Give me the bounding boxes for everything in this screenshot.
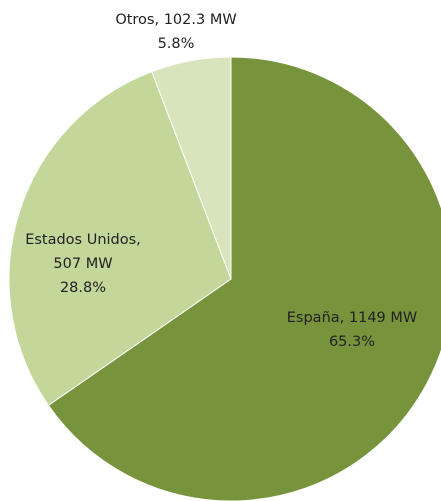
category-label: Estados Unidos, 507 MW [25,232,141,272]
value-label: 65.3% [328,334,376,350]
slice-label: Otros, 102.3 MW 5.8% [76,8,276,56]
category-label: Otros, 102.3 MW [115,12,237,28]
value-label: 28.8% [59,280,107,296]
pie-slice [8,70,232,407]
value-label: 5.8% [157,36,195,52]
slice-label: Estados Unidos, 507 MW 28.8% [16,228,151,300]
category-label: España, 1149 MW [286,310,418,326]
slice-label: España, 1149 MW 65.3% [262,306,441,354]
pie-slice [151,56,232,280]
pie-slice [47,56,441,501]
